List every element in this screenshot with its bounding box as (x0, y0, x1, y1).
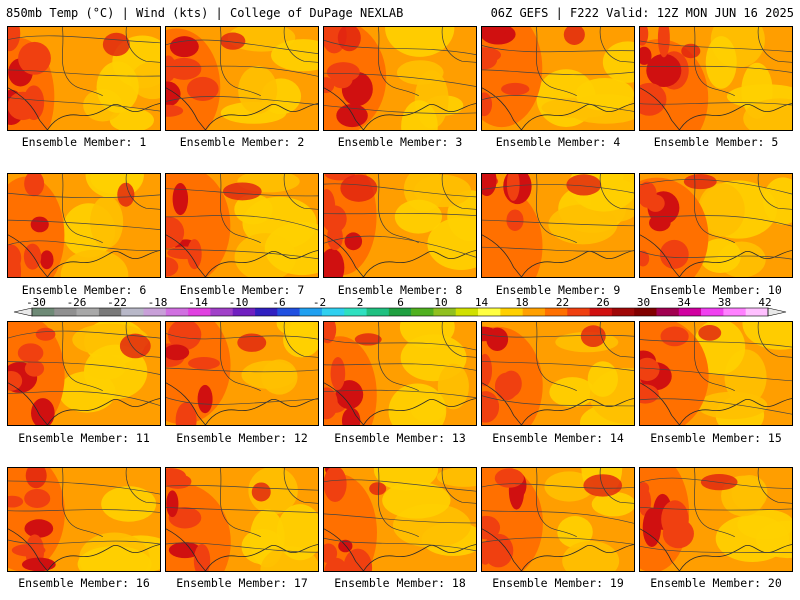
colorbar-tick-label: -2 (313, 296, 326, 309)
colorbar-swatch (500, 308, 523, 316)
colorbar-swatch (321, 308, 345, 316)
ensemble-member-label: Ensemble Member: 16 (18, 576, 150, 590)
colorbar-swatch (188, 308, 211, 316)
colorbar-swatch (634, 308, 657, 316)
colorbar-swatch (723, 308, 746, 316)
ensemble-map-panel (323, 321, 477, 426)
colorbar-swatch (255, 308, 278, 316)
colorbar-swatch (121, 308, 144, 316)
colorbar-min-arrow (13, 307, 33, 317)
ensemble-map-panel (7, 467, 161, 572)
ensemble-member-label: Ensemble Member: 15 (650, 431, 782, 445)
colorbar-tick-label: 18 (515, 296, 528, 309)
colorbar-swatch (165, 308, 189, 316)
colorbar-swatch (344, 308, 367, 316)
colorbar-tick-label: 38 (718, 296, 731, 309)
ensemble-member-label: Ensemble Member: 4 (495, 135, 621, 149)
colorbar-swatch (478, 308, 501, 316)
colorbar-swatch (54, 308, 77, 316)
colorbar-swatch (701, 308, 724, 316)
ensemble-map-panel (323, 26, 477, 131)
colorbar-swatch (656, 308, 680, 316)
ensemble-member-label: Ensemble Member: 3 (337, 135, 463, 149)
ensemble-map-panel (639, 173, 793, 278)
colorbar-swatch (433, 308, 457, 316)
colorbar-swatch (567, 308, 590, 316)
ensemble-map-panel (7, 26, 161, 131)
colorbar-swatch (299, 308, 323, 316)
ensemble-map-panel (323, 467, 477, 572)
colorbar-tick-label: 10 (434, 296, 447, 309)
colorbar-swatch (366, 308, 390, 316)
run-valid-time: 06Z GEFS | F222 Valid: 12Z MON JUN 16 20… (490, 6, 794, 20)
colorbar-swatch (522, 308, 546, 316)
ensemble-map-panel (639, 467, 793, 572)
ensemble-member-label: Ensemble Member: 13 (334, 431, 466, 445)
ensemble-map-panel (481, 321, 635, 426)
colorbar-swatch (210, 308, 234, 316)
ensemble-member-label: Ensemble Member: 9 (495, 283, 621, 297)
colorbar-swatch (745, 308, 769, 316)
colorbar-swatch (388, 308, 412, 316)
colorbar-swatch (32, 308, 55, 316)
ensemble-member-label: Ensemble Member: 18 (334, 576, 466, 590)
ensemble-member-label: Ensemble Member: 12 (176, 431, 308, 445)
colorbar-max-arrow (767, 307, 787, 317)
colorbar-tick-label: -22 (107, 296, 127, 309)
colorbar-swatch (589, 308, 613, 316)
ensemble-member-label: Ensemble Member: 20 (650, 576, 782, 590)
colorbar-tick-label: -10 (229, 296, 249, 309)
ensemble-member-label: Ensemble Member: 17 (176, 576, 308, 590)
ensemble-member-label: Ensemble Member: 8 (337, 283, 463, 297)
colorbar-tick-label: 26 (596, 296, 609, 309)
ensemble-map-panel (165, 173, 319, 278)
ensemble-member-label: Ensemble Member: 7 (179, 283, 305, 297)
colorbar-swatch (411, 308, 434, 316)
map-title: 850mb Temp (°C) | Wind (kts) | College o… (6, 6, 404, 20)
colorbar-tick-label: 34 (677, 296, 691, 309)
ensemble-map-panel (7, 173, 161, 278)
colorbar-swatch (277, 308, 300, 316)
colorbar-swatch (611, 308, 635, 316)
colorbar-tick-label: 6 (397, 296, 404, 309)
ensemble-map-panel (323, 173, 477, 278)
colorbar-swatch (544, 308, 568, 316)
colorbar-tick-label: 22 (556, 296, 569, 309)
ensemble-member-label: Ensemble Member: 11 (18, 431, 150, 445)
colorbar-tick-label: 2 (357, 296, 364, 309)
ensemble-map-panel (639, 321, 793, 426)
colorbar-tick-label: -14 (188, 296, 208, 309)
ensemble-map-panel (481, 467, 635, 572)
ensemble-map-panel (165, 321, 319, 426)
ensemble-member-label: Ensemble Member: 1 (21, 135, 147, 149)
colorbar-swatch (455, 308, 479, 316)
ensemble-map-panel (481, 26, 635, 131)
ensemble-member-label: Ensemble Member: 10 (650, 283, 782, 297)
colorbar-tick-label: 30 (637, 296, 650, 309)
colorbar-tick-label: 42 (758, 296, 771, 309)
colorbar-swatch (76, 308, 100, 316)
ensemble-map-panel (481, 173, 635, 278)
ensemble-map-panel (165, 467, 319, 572)
ensemble-member-label: Ensemble Member: 19 (492, 576, 624, 590)
ensemble-map-panel (7, 321, 161, 426)
colorbar-tick-label: 14 (475, 296, 489, 309)
ensemble-member-label: Ensemble Member: 5 (653, 135, 779, 149)
colorbar-tick-label: -6 (272, 296, 285, 309)
colorbar-swatch (143, 308, 167, 316)
colorbar-swatch (678, 308, 702, 316)
ensemble-map-panel (639, 26, 793, 131)
colorbar-tick-label: -26 (67, 296, 87, 309)
colorbar-swatch (98, 308, 122, 316)
ensemble-member-label: Ensemble Member: 14 (492, 431, 624, 445)
temperature-colorbar: -30 -26 -22 -18 -14 -10 -6 -2 2 6 10 14 18 22 26 30 34 38… (0, 296, 800, 320)
ensemble-map-panel (165, 26, 319, 131)
ensemble-member-label: Ensemble Member: 2 (179, 135, 305, 149)
ensemble-member-label: Ensemble Member: 6 (21, 283, 147, 297)
colorbar-swatch (232, 308, 256, 316)
colorbar-tick-label: -30 (26, 296, 46, 309)
colorbar-tick-label: -18 (148, 296, 168, 309)
